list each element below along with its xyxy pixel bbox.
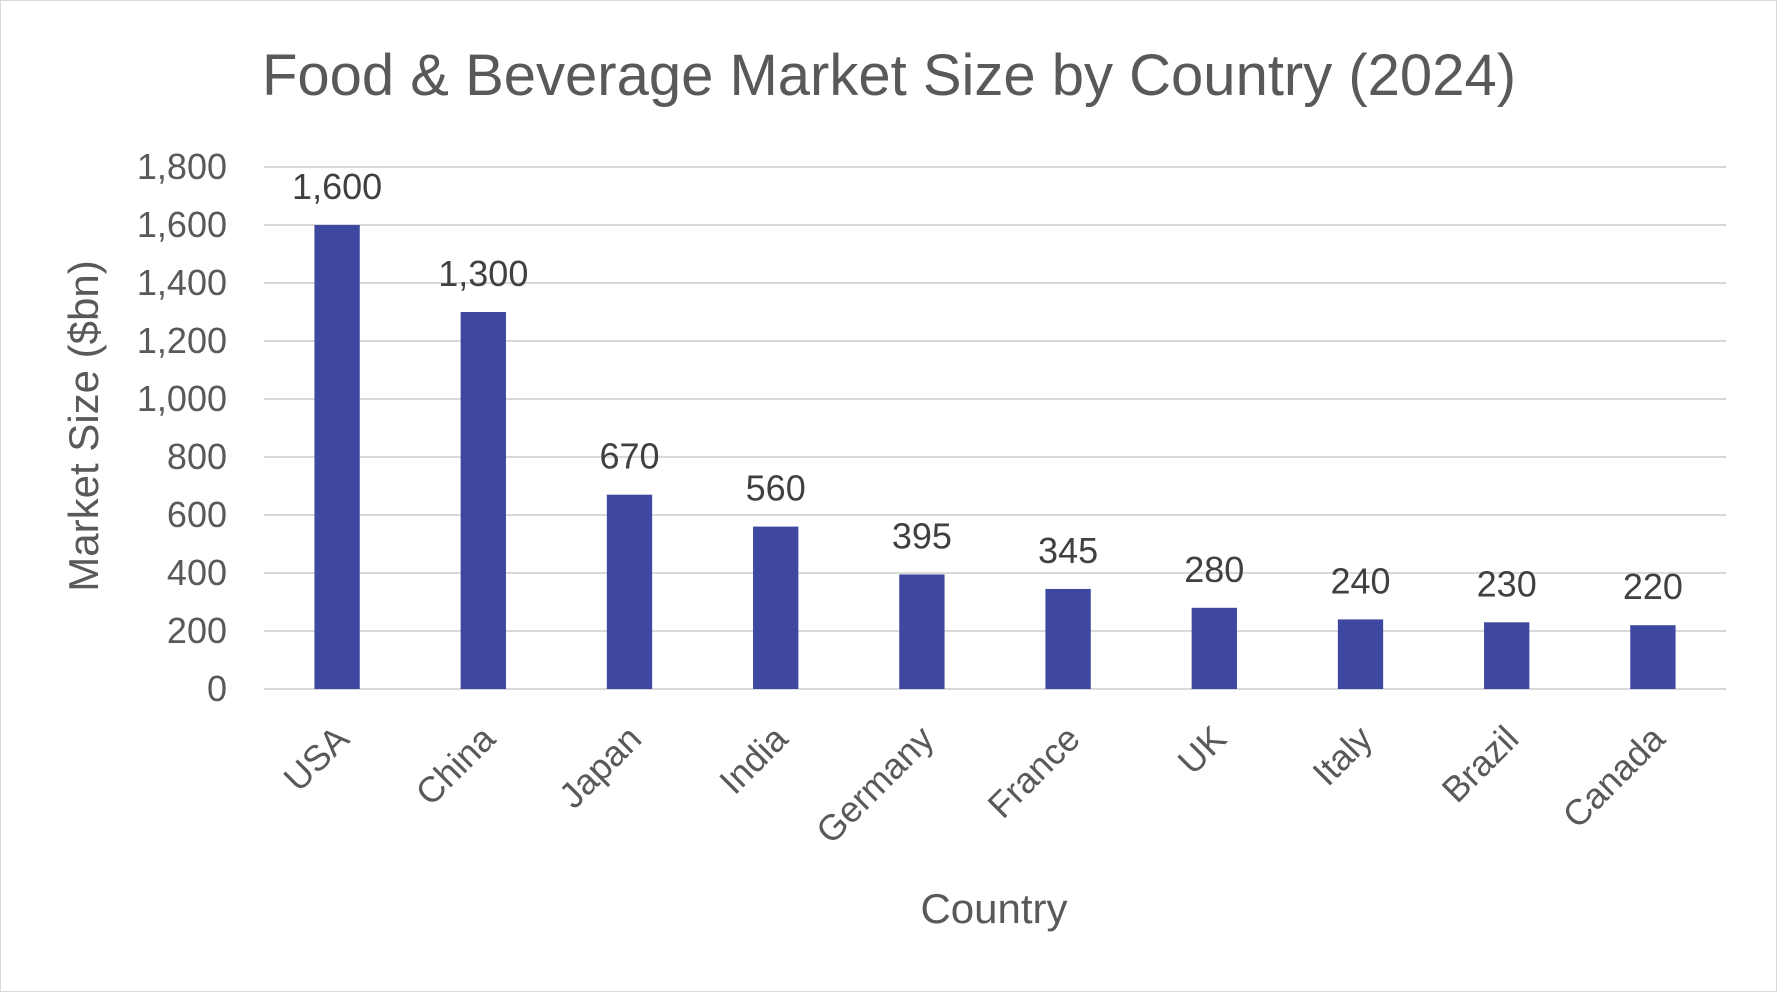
y-tick-label: 800	[167, 436, 227, 477]
bars	[314, 225, 1676, 689]
bar-usa	[314, 225, 360, 689]
data-label-brazil: 230	[1477, 563, 1537, 604]
data-label-china: 1,300	[438, 253, 528, 294]
x-tick-label-italy: Italy	[1304, 718, 1380, 794]
data-label-canada: 220	[1623, 566, 1683, 607]
y-tick-label: 200	[167, 610, 227, 651]
bar-italy	[1337, 619, 1384, 689]
bar-canada	[1630, 625, 1676, 689]
y-axis-title: Market Size ($bn)	[60, 260, 107, 591]
y-tick-label: 1,000	[137, 378, 227, 419]
data-label-japan: 670	[599, 436, 659, 477]
data-label-france: 345	[1038, 530, 1098, 571]
x-tick-label-uk: UK	[1170, 718, 1234, 782]
x-axis-title: Country	[920, 885, 1067, 932]
y-tick-label: 1,200	[137, 320, 227, 361]
y-tick-label: 0	[207, 668, 227, 709]
data-label-uk: 280	[1184, 549, 1244, 590]
chart-title: Food & Beverage Market Size by Country (…	[262, 43, 1516, 108]
bar-india	[753, 526, 799, 689]
y-tick-label: 1,600	[137, 204, 227, 245]
data-labels: 1,600 1,300 670 560 395 345 280 240 230 220	[292, 166, 1683, 607]
bar-china	[460, 312, 506, 689]
y-tick-label: 1,800	[137, 146, 227, 187]
bar-germany	[899, 574, 945, 689]
data-label-india: 560	[746, 468, 806, 509]
x-tick-label-brazil: Brazil	[1434, 718, 1527, 811]
y-tick-label: 400	[167, 552, 227, 593]
x-tick-label-china: China	[407, 717, 503, 813]
x-tick-label-germany: Germany	[808, 718, 942, 852]
x-tick-label-japan: Japan	[551, 718, 649, 816]
grid-lines	[264, 166, 1726, 690]
bar-brazil	[1484, 622, 1530, 689]
x-tick-label-usa: USA	[275, 718, 356, 799]
x-tick-label-india: India	[711, 717, 796, 802]
x-tick-label-canada: Canada	[1554, 717, 1673, 836]
y-tick-label: 1,400	[137, 262, 227, 303]
data-label-germany: 395	[892, 515, 952, 556]
data-label-usa: 1,600	[292, 166, 382, 207]
bar-japan	[606, 494, 653, 689]
y-axis-ticks: 0 200 400 600 800 1,000 1,200 1,400 1,600 1,800	[137, 146, 227, 709]
bar-france	[1045, 588, 1091, 689]
x-axis-ticks: USA China Japan India Germany France UK Italy Br…	[275, 717, 1673, 851]
x-tick-label-france: France	[980, 718, 1088, 826]
bar-uk	[1191, 607, 1237, 689]
data-label-italy: 240	[1330, 560, 1390, 601]
y-tick-label: 600	[167, 494, 227, 535]
